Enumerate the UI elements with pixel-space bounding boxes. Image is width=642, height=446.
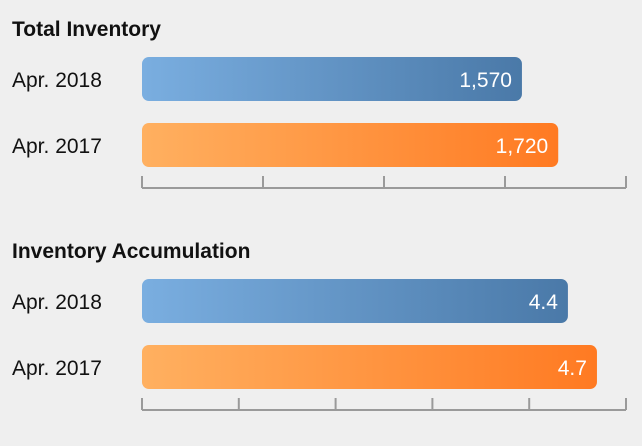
bar: [142, 279, 568, 323]
bar-value-label: 1,720: [496, 135, 549, 158]
bar-value-label: 4.4: [529, 291, 559, 314]
total-inventory-chart: Total Inventory Apr. 2018 Apr. 2017 1,57…: [12, 18, 627, 189]
bar-value-label: 4.7: [558, 357, 587, 380]
bar: [142, 57, 522, 101]
chart-title: Total Inventory: [12, 18, 161, 41]
category-label: Apr. 2018: [12, 69, 102, 92]
inventory-accumulation-chart: Inventory Accumulation Apr. 2018 Apr. 20…: [12, 240, 627, 411]
category-label: Apr. 2018: [12, 291, 102, 314]
bar: [142, 345, 597, 389]
bar-value-label: 1,570: [459, 69, 512, 92]
category-label: Apr. 2017: [12, 357, 102, 380]
category-label: Apr. 2017: [12, 135, 102, 158]
bar: [142, 123, 559, 167]
chart-title: Inventory Accumulation: [12, 240, 250, 263]
